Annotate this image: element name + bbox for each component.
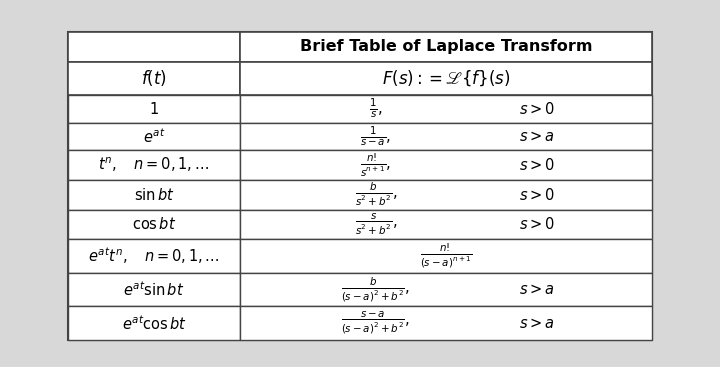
Bar [68, 273, 240, 306]
Text: $e^{at}\sin bt$: $e^{at}\sin bt$ [123, 280, 184, 299]
Bar [68, 32, 652, 340]
Text: $1$: $1$ [149, 101, 159, 117]
Text: $\sin bt$: $\sin bt$ [134, 187, 174, 203]
Bar [240, 123, 652, 150]
Text: $f(t)$: $f(t)$ [141, 69, 167, 88]
Text: $\frac{n!}{(s-a)^{n+1}}$: $\frac{n!}{(s-a)^{n+1}}$ [420, 242, 472, 270]
Text: Brief Table of Laplace Transform: Brief Table of Laplace Transform [300, 40, 593, 55]
Bar [240, 32, 652, 62]
Text: $\cos bt$: $\cos bt$ [132, 217, 176, 232]
Bar [240, 210, 652, 239]
Bar [68, 95, 240, 123]
Text: $s>a$: $s>a$ [519, 316, 554, 331]
Text: $\frac{s}{s^2+b^2}$,: $\frac{s}{s^2+b^2}$, [355, 212, 397, 237]
Text: $\frac{1}{s}$,: $\frac{1}{s}$, [369, 97, 383, 120]
Text: $s>0$: $s>0$ [518, 217, 554, 232]
Bar [68, 180, 240, 210]
Bar [240, 150, 652, 180]
Text: $\frac{s-a}{(s-a)^2+b^2}$,: $\frac{s-a}{(s-a)^2+b^2}$, [341, 310, 410, 336]
Bar [240, 180, 652, 210]
Bar [240, 306, 652, 340]
Text: $s>0$: $s>0$ [518, 157, 554, 173]
Bar [68, 210, 240, 239]
Text: $e^{at}t^n, \quad n=0,1,\ldots$: $e^{at}t^n, \quad n=0,1,\ldots$ [88, 246, 220, 266]
Text: $\frac{n!}{s^{n+1}}$,: $\frac{n!}{s^{n+1}}$, [361, 152, 392, 179]
Bar [68, 306, 240, 340]
Text: $F(s) := \mathscr{L}\{f\}(s)$: $F(s) := \mathscr{L}\{f\}(s)$ [382, 69, 510, 88]
Bar [68, 239, 240, 273]
Text: $e^{at}$: $e^{at}$ [143, 127, 165, 146]
Text: $s>0$: $s>0$ [518, 101, 554, 117]
Text: $e^{at}\cos bt$: $e^{at}\cos bt$ [122, 314, 186, 333]
Text: $\frac{1}{s-a}$,: $\frac{1}{s-a}$, [360, 125, 392, 148]
Bar [240, 273, 652, 306]
Text: $t^n, \quad n=0,1,\ldots$: $t^n, \quad n=0,1,\ldots$ [99, 156, 210, 174]
Bar [240, 95, 652, 123]
Text: $\frac{b}{(s-a)^2+b^2}$,: $\frac{b}{(s-a)^2+b^2}$, [341, 276, 410, 304]
Bar [240, 239, 652, 273]
Bar [240, 62, 652, 95]
Text: $s>0$: $s>0$ [518, 187, 554, 203]
Bar [68, 123, 240, 150]
Text: $s>a$: $s>a$ [519, 129, 554, 144]
Text: $s>a$: $s>a$ [519, 282, 554, 297]
Bar [68, 32, 240, 62]
Bar [68, 62, 240, 95]
Bar [68, 150, 240, 180]
Text: $\frac{b}{s^2+b^2}$,: $\frac{b}{s^2+b^2}$, [355, 181, 397, 208]
